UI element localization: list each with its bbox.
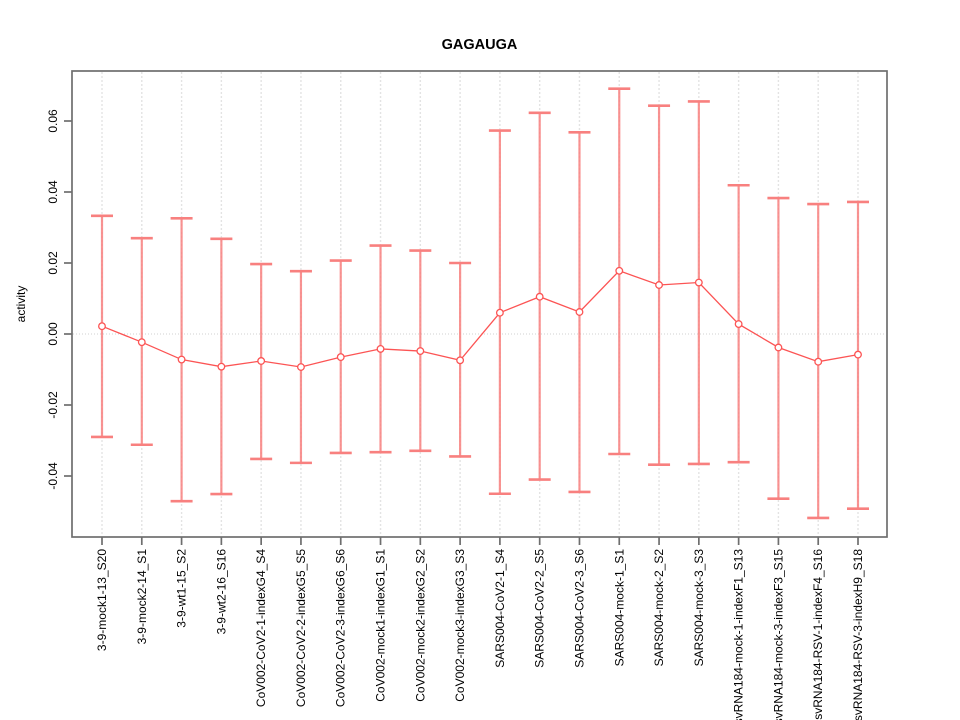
y-tick-label: 0.02 xyxy=(46,251,60,275)
x-tick-label: 3-9-wt1-15_S2 xyxy=(175,549,189,628)
data-point xyxy=(655,281,664,289)
y-tick-label: 0.06 xyxy=(46,109,60,133)
plot-frame xyxy=(71,70,888,538)
data-point xyxy=(814,357,823,366)
x-tick-label: CoV002-CoV2-3-indexG6_S6 xyxy=(334,549,348,707)
x-tick-label: SARS004-mock-3_S3 xyxy=(692,549,706,667)
x-tick-label: SARS004-CoV2-1_S4 xyxy=(493,549,507,668)
x-tick-label: SARS004-mock-2_S2 xyxy=(652,549,666,667)
x-tick-label: 3-9-mock2-14_S1 xyxy=(135,549,149,645)
y-tick-label: -0.02 xyxy=(46,391,60,419)
y-tick-label: 0.04 xyxy=(46,180,60,204)
data-point xyxy=(98,322,106,331)
data-point xyxy=(456,356,465,365)
x-tick-label: svRNA184-RSV-1-indexF4_S16 xyxy=(811,549,825,720)
data-point xyxy=(495,308,504,317)
x-tick-label: SARS004-CoV2-2_S5 xyxy=(533,549,547,668)
x-tick-label: svRNA184-RSV-3-indexH9_S18 xyxy=(851,549,865,720)
x-tick-label: SARS004-mock-1_S1 xyxy=(612,549,626,667)
x-tick-label: CoV002-mock1-indexG1_S1 xyxy=(374,549,388,702)
grid-layer xyxy=(73,72,886,536)
data-point xyxy=(217,362,226,371)
data-point xyxy=(257,357,266,365)
chart-title: GAGAUGA xyxy=(442,37,518,53)
data-point xyxy=(416,347,425,355)
data-point xyxy=(615,266,624,275)
data-point xyxy=(694,278,703,287)
data-point xyxy=(575,308,584,316)
data-point xyxy=(137,338,146,347)
y-tick-label: 0.00 xyxy=(46,322,60,346)
data-point xyxy=(177,355,186,364)
y-axis-label: activity xyxy=(14,286,28,323)
x-tick-label: SARS004-CoV2-3_S6 xyxy=(572,549,586,668)
data-point xyxy=(774,343,783,352)
data-point xyxy=(336,353,345,362)
x-tick-label: CoV002-CoV2-2-indexG5_S5 xyxy=(294,549,308,707)
x-tick-label: CoV002-CoV2-1-indexG4_S4 xyxy=(254,549,268,707)
x-tick-label: CoV002-mock3-indexG3_S3 xyxy=(453,549,467,702)
x-tick-label: 3-9-mock1-13_S20 xyxy=(95,549,109,651)
x-tick-label: 3-9-wt2-16_S16 xyxy=(214,549,228,635)
y-tick-label: -0.04 xyxy=(46,462,60,490)
data-point xyxy=(296,363,305,371)
data-point xyxy=(854,350,862,359)
data-point xyxy=(376,344,385,353)
series-line xyxy=(101,270,859,368)
axes-layer: 0.06 0.04 0.02 0.00 -0.02 -0.04 3-9-mock1-13_S… xyxy=(46,70,888,720)
data-layer xyxy=(91,87,869,520)
x-tick-label: svRNA184-mock-1-indexF1_S13 xyxy=(732,549,746,720)
data-point xyxy=(535,292,544,301)
x-tick-label: svRNA184-mock-3-indexF3_S15 xyxy=(771,549,785,720)
data-point xyxy=(734,320,743,329)
x-tick-label: CoV002-mock2-indexG2_S2 xyxy=(413,549,427,702)
